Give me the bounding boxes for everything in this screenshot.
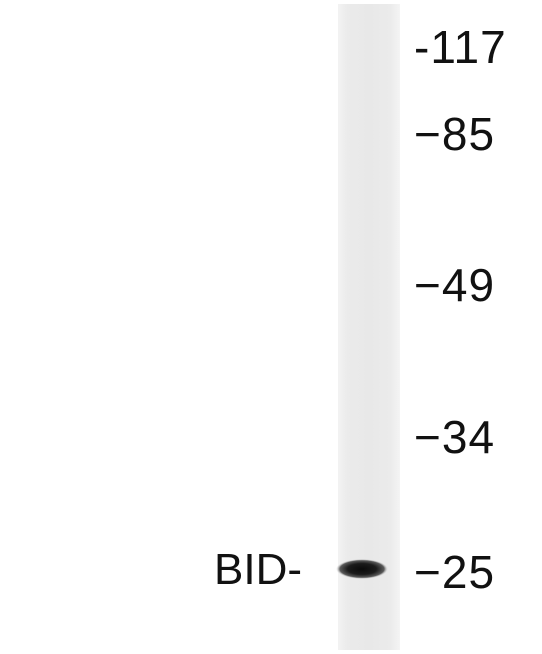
marker-117: -117 — [414, 21, 507, 73]
marker-49: −49 — [414, 259, 496, 311]
band-label-bid: BID- — [214, 545, 302, 594]
gel-lane — [338, 4, 400, 650]
marker-85: −85 — [414, 108, 496, 160]
marker-34: −34 — [414, 411, 496, 463]
protein-band — [336, 559, 388, 579]
marker-25: −25 — [414, 546, 496, 598]
